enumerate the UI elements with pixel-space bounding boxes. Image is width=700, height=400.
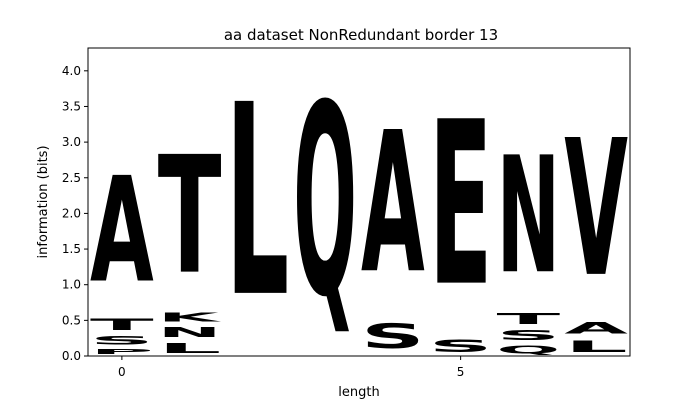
- logo-letter-p: P: [90, 347, 154, 356]
- y-tick-label: 1.0: [62, 278, 81, 292]
- logo-letter-s: S: [429, 337, 493, 356]
- x-axis-label: length: [338, 385, 379, 400]
- x-tick-label: 5: [457, 365, 465, 379]
- logo-letter-k: K: [158, 311, 222, 325]
- logo-letter-s: S: [497, 327, 561, 343]
- y-axis: 0.0 0.5 1.0 1.5 2.0 2.5 3.0 3.5 4.0: [62, 64, 88, 363]
- y-tick-label: 2.0: [62, 206, 81, 220]
- y-axis-label: information (bits): [36, 145, 51, 258]
- y-tick-label: 3.0: [62, 135, 81, 149]
- logo-letter-a: A: [361, 92, 425, 317]
- logo-letter-n: N: [158, 325, 222, 341]
- chart-title: aa dataset NonRedundant border 13: [224, 26, 498, 44]
- y-tick-label: 0.0: [62, 349, 81, 363]
- logo-letter-l: L: [158, 340, 222, 356]
- logo-letter-t: T: [497, 310, 561, 328]
- logo-letter-s: S: [361, 317, 425, 356]
- y-tick-label: 4.0: [62, 64, 81, 78]
- logo-letter-t: T: [90, 315, 154, 333]
- logo-letter-q: Q: [497, 343, 561, 356]
- x-tick-label: 0: [118, 365, 126, 379]
- logo-letter-e: E: [429, 74, 493, 337]
- logo-letter-v: V: [564, 102, 628, 320]
- logo-letter-l: L: [564, 338, 628, 356]
- logo-letter-n: N: [497, 123, 561, 310]
- y-tick-label: 3.5: [62, 99, 81, 113]
- logo-letter-t: T: [158, 123, 222, 310]
- logo-letter-a: A: [564, 319, 628, 337]
- logo-letter-l: L: [226, 48, 290, 355]
- plot-frame: [87, 47, 631, 357]
- y-tick-label: 1.5: [62, 242, 81, 256]
- y-tick-label: 0.5: [62, 313, 81, 327]
- logo-letter-a: A: [90, 146, 154, 315]
- logo-letter-s: S: [90, 334, 154, 348]
- logo-letter-q: Q: [293, 48, 357, 355]
- y-tick-label: 2.5: [62, 171, 81, 185]
